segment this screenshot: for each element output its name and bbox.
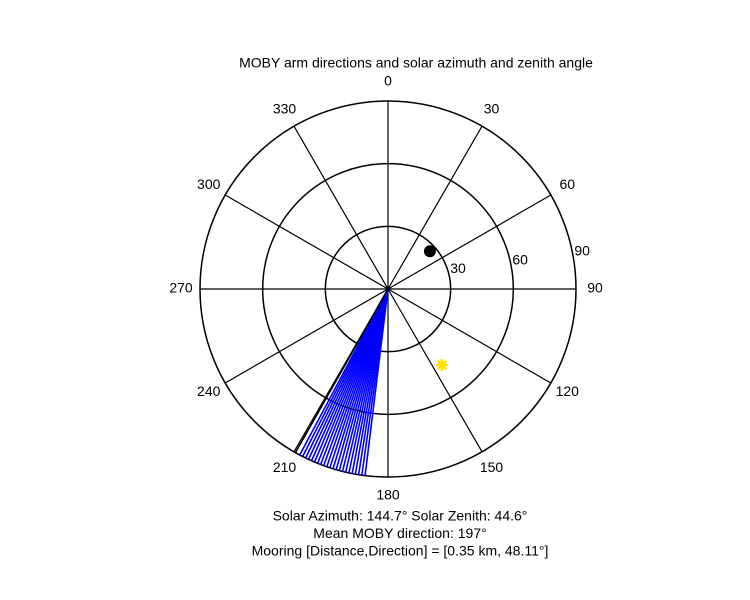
theta-tick-label: 180: [376, 487, 400, 503]
theta-tick-label: 300: [197, 176, 221, 192]
theta-tick-label: 120: [556, 383, 580, 399]
spoke: [224, 194, 389, 290]
r-tick-label: 90: [574, 243, 590, 259]
spoke: [293, 125, 389, 290]
r-tick-label: 60: [512, 251, 528, 267]
theta-tick-label: 330: [273, 100, 297, 116]
theta-tick-label: 0: [384, 73, 392, 89]
theta-tick-label: 150: [480, 459, 504, 475]
arm-direction-line: [299, 288, 389, 456]
sun-marker: [435, 359, 448, 372]
annotation: Mooring [Distance,Direction] = [0.35 km,…: [252, 543, 549, 559]
theta-tick-label: 270: [169, 280, 193, 296]
arm-direction-line: [294, 288, 389, 454]
theta-tick-label: 90: [587, 280, 603, 296]
theta-tick-label: 60: [559, 176, 575, 192]
chart-title: MOBY arm directions and solar azimuth an…: [239, 55, 593, 71]
theta-tick-label: 210: [273, 459, 297, 475]
spoke: [387, 194, 552, 290]
sun-ray: [436, 359, 447, 371]
theta-tick-label: 30: [484, 100, 500, 116]
spoke: [387, 288, 552, 384]
annotation: Solar Azimuth: 144.7° Solar Zenith: 44.6…: [273, 508, 528, 524]
annotation: Mean MOBY direction: 197°: [313, 525, 486, 541]
spoke: [224, 288, 389, 384]
spoke: [387, 125, 483, 290]
r-tick-label: 30: [450, 260, 466, 276]
spoke: [387, 288, 483, 453]
theta-tick-label: 240: [197, 383, 221, 399]
mooring-marker: [423, 245, 436, 258]
